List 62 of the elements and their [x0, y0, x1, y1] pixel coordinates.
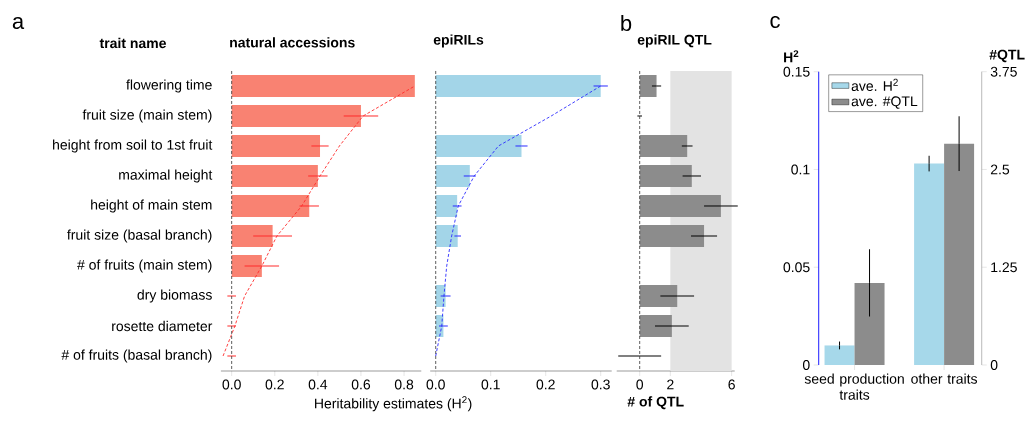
y-tick-label: 0.05 — [783, 262, 810, 273]
bar — [639, 74, 657, 97]
y-tick-label: 0.1 — [791, 164, 810, 175]
bar — [231, 225, 273, 247]
y2-tick-label: 1.25 — [991, 262, 1017, 273]
text: trait name — [99, 37, 166, 49]
bar — [435, 135, 522, 157]
x-tick-label: 0.1 — [481, 379, 500, 390]
y-tick-label: fruit size (main stem) — [82, 109, 212, 123]
text: c — [770, 15, 780, 29]
bar — [435, 195, 458, 217]
bar — [639, 195, 721, 217]
x-tick-label: seed production traits — [804, 373, 904, 400]
bar — [639, 135, 688, 157]
x-tick-label: 0.3 — [591, 379, 610, 390]
bar — [231, 105, 361, 127]
x-tick-label: 0.0 — [426, 379, 445, 390]
bar — [231, 165, 318, 187]
x-tick-label: 0 — [636, 379, 644, 390]
x-tick-label: 6 — [728, 379, 735, 390]
y-tick-label: height of main stem — [91, 199, 212, 213]
bar — [435, 74, 601, 97]
bar — [435, 225, 458, 247]
y-tick-label: # of fruits (basal branch) — [61, 349, 212, 363]
y-axis-title: H$^{2}$ — [784, 50, 799, 63]
x-tick-label: 0.2 — [536, 379, 555, 390]
x-tick-label: 0.4 — [308, 379, 328, 390]
text: a — [12, 16, 25, 30]
y-tick-label: fruit size (basal branch) — [67, 229, 212, 243]
x-tick-label: 0.0 — [222, 379, 241, 390]
y2-axis-title: #QTL — [989, 49, 1025, 63]
bar — [639, 285, 678, 307]
legend-label: ave. #QTL — [851, 96, 918, 109]
bar — [639, 165, 692, 187]
x-tick-label: 0.8 — [394, 379, 414, 390]
text: b — [621, 14, 632, 32]
y-tick-label: height from soil to 1st fruit — [53, 139, 213, 153]
chart-title: epiRILs — [433, 34, 484, 48]
x-axis-title: # of QTL — [627, 396, 684, 410]
legend-label: ave. H$^{2}$ — [851, 78, 898, 91]
y-tick-label: rosette diameter — [112, 320, 213, 332]
bar — [231, 74, 415, 97]
bar — [435, 165, 470, 187]
y-tick-label: # of fruits (main stem) — [77, 259, 212, 273]
chart-title: natural accessions — [230, 37, 355, 48]
y-tick-label: flowering time — [126, 79, 212, 93]
x-axis-title: Heritability estimates (H$^{2}$) — [315, 396, 472, 412]
chart-title: epiRIL QTL — [637, 34, 712, 48]
x-tick-label: 0.2 — [265, 379, 284, 390]
bar — [231, 195, 310, 217]
y2-tick-label: 0 — [990, 360, 998, 370]
x-tick-label: other traits — [911, 373, 978, 384]
bar — [231, 135, 321, 157]
bar — [639, 225, 705, 247]
y2-tick-label: 2.5 — [990, 164, 1010, 175]
y2-tick-label: 3.75 — [990, 66, 1017, 77]
x-tick-label: 0.6 — [351, 379, 371, 390]
y-tick-label: 0 — [802, 360, 810, 370]
x-tick-label: 2 — [667, 379, 674, 390]
y-tick-label: 0.15 — [783, 66, 810, 77]
y-tick-label: dry biomass — [137, 289, 212, 303]
y-tick-label: maximal height — [119, 169, 213, 183]
